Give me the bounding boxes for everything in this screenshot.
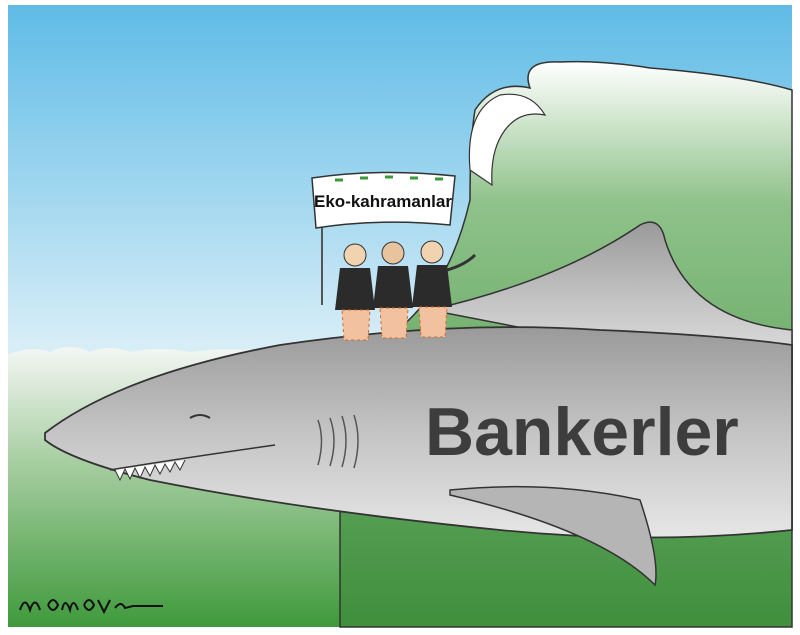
eye (189, 414, 211, 419)
pectoral-fin (449, 485, 657, 587)
hero (335, 243, 375, 341)
gills (317, 414, 359, 469)
signature (19, 599, 163, 615)
banner-leaves (335, 175, 443, 182)
mouth (109, 444, 276, 471)
eco-heroes (335, 240, 477, 341)
wave-crest (468, 93, 547, 187)
shark-body (44, 326, 793, 539)
hero (412, 240, 477, 338)
shark-label: Bankerler (425, 394, 739, 470)
teeth (114, 459, 186, 482)
banner (311, 171, 456, 229)
hero (373, 241, 413, 339)
banner-text: Eko-kahramanlar (314, 192, 452, 211)
